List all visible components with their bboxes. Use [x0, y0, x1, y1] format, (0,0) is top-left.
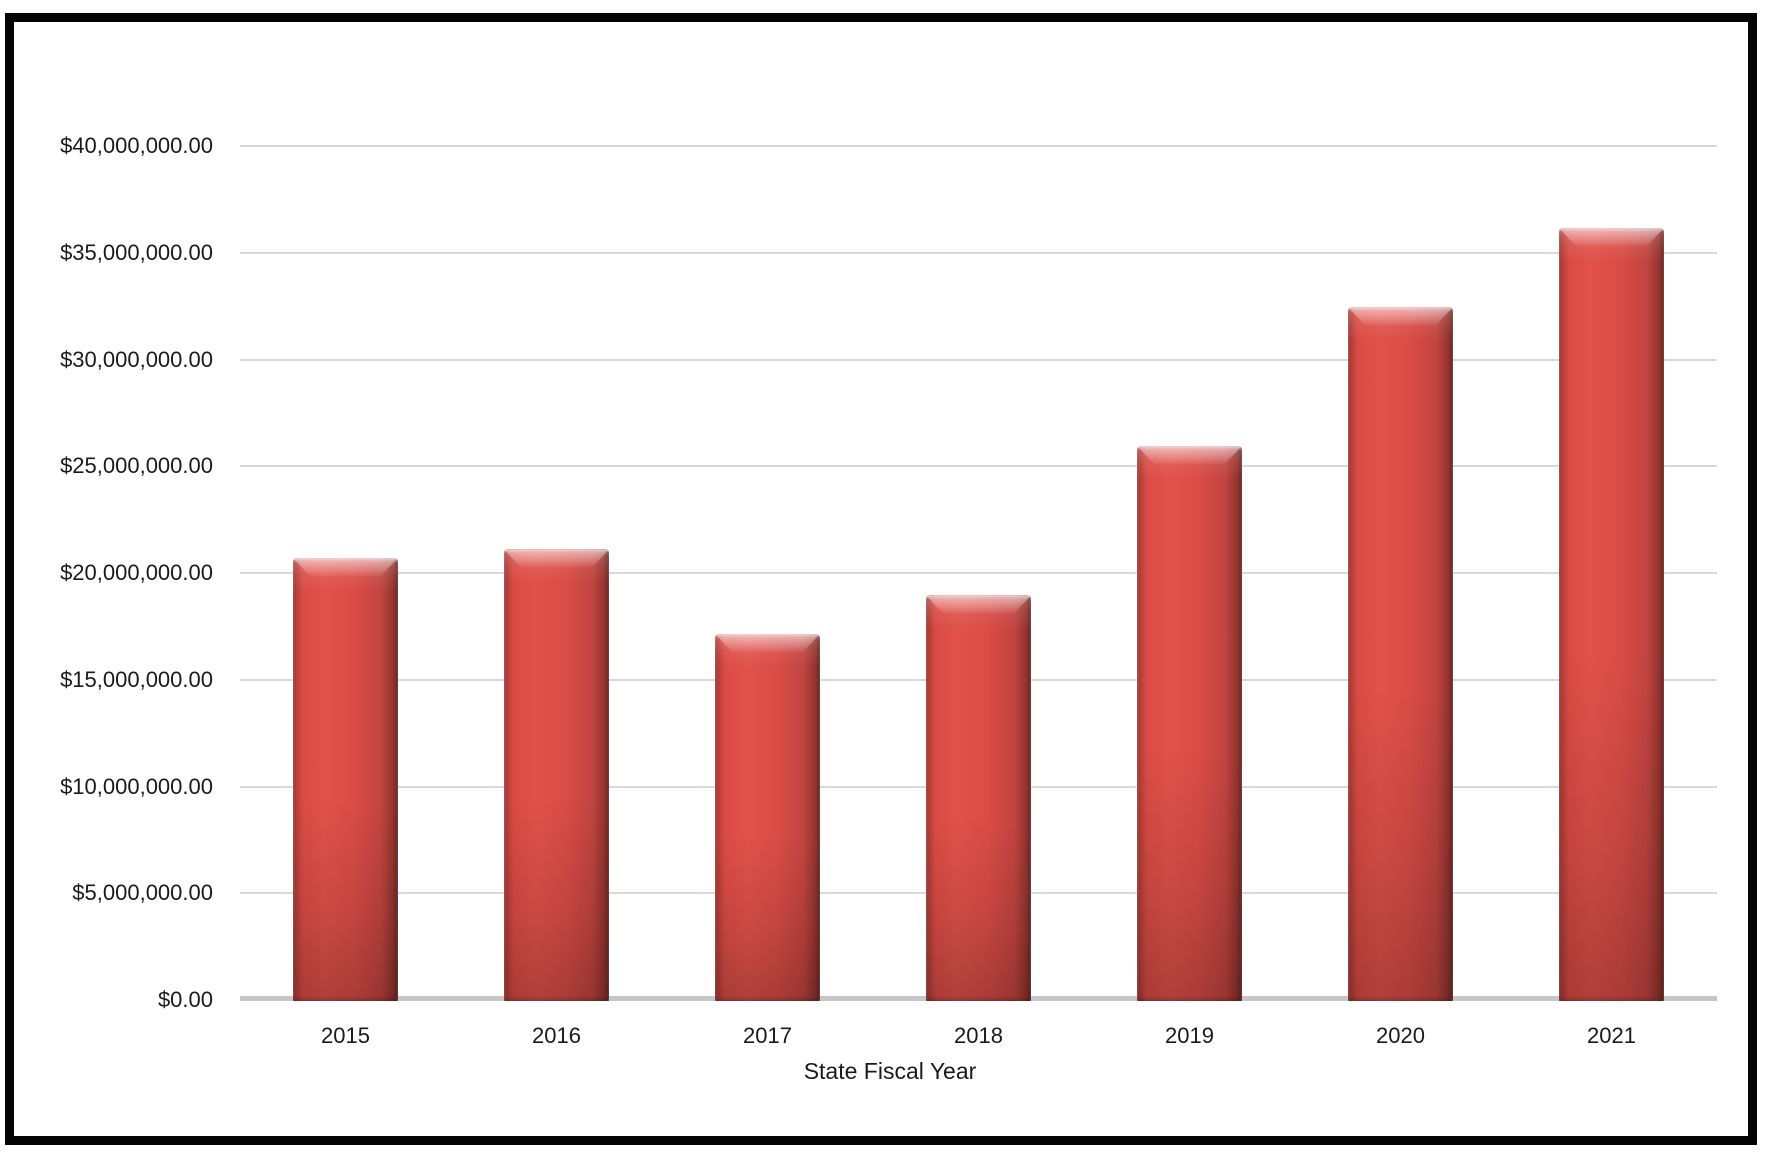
- y-tick-label: $25,000,000.00: [60, 453, 213, 479]
- gridline: [240, 465, 1717, 468]
- y-tick-label: $15,000,000.00: [60, 666, 213, 692]
- gridline: [240, 145, 1717, 147]
- y-tick-label: $0.00: [157, 987, 213, 1012]
- x-tick-label-2019: 2019: [1165, 1023, 1214, 1048]
- y-tick-label: $10,000,000.00: [60, 773, 213, 799]
- bar-2019: [1137, 445, 1242, 1001]
- y-tick-label: $30,000,000.00: [60, 346, 213, 372]
- x-axis-title: State Fiscal Year: [803, 1058, 977, 1084]
- gridline: [240, 358, 1717, 361]
- x-tick-label-2016: 2016: [532, 1023, 581, 1048]
- x-tick-label-2018: 2018: [954, 1023, 1003, 1048]
- bar-2018: [926, 595, 1031, 1001]
- bar-2020: [1348, 307, 1453, 1001]
- y-tick-label: $35,000,000.00: [60, 239, 213, 265]
- gridline: [240, 251, 1717, 254]
- y-tick-label: $40,000,000.00: [60, 133, 213, 158]
- bar-2015: [293, 557, 398, 1001]
- x-tick-label-2021: 2021: [1587, 1023, 1636, 1048]
- x-tick-label-2015: 2015: [321, 1023, 370, 1048]
- bar-2021: [1559, 228, 1664, 1001]
- y-tick-label: $5,000,000.00: [72, 880, 213, 906]
- gridline: [240, 572, 1717, 574]
- x-tick-label-2017: 2017: [743, 1023, 792, 1048]
- y-tick-label: $20,000,000.00: [60, 560, 213, 585]
- bar-2016: [504, 549, 609, 1001]
- bar-2017: [715, 633, 820, 1001]
- x-tick-label-2020: 2020: [1376, 1023, 1425, 1048]
